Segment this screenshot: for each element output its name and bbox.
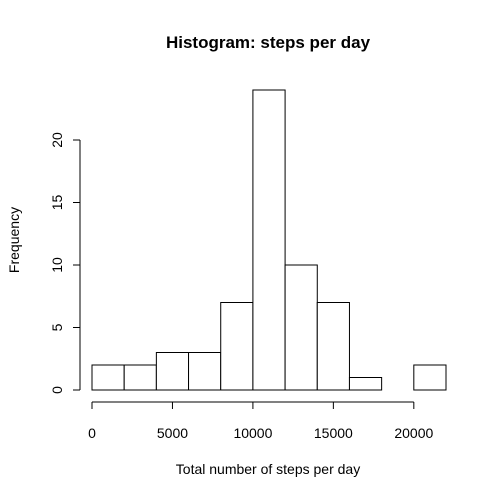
histogram-bar-2 [155, 352, 190, 391]
y-axis: 0 5 10 15 20 [49, 132, 81, 394]
histogram-bar-8 [348, 377, 383, 391]
y-axis-label: Frequency [6, 207, 22, 273]
chart-title: Histogram: steps per day [166, 33, 371, 52]
histogram-bar-0 [91, 364, 125, 391]
y-tick-label-4: 20 [49, 132, 65, 148]
x-tick-label-4: 20000 [394, 425, 433, 441]
histogram-bar-5 [252, 89, 286, 391]
y-tick-label-1: 5 [49, 323, 65, 331]
bars-group [91, 89, 447, 391]
histogram-bar-7 [316, 302, 350, 391]
y-tick-label-3: 15 [49, 195, 65, 211]
histogram-bar-3 [188, 352, 222, 391]
histogram-bar-10 [413, 364, 447, 391]
x-tick-label-0: 0 [88, 425, 96, 441]
x-tick-label-3: 15000 [314, 425, 353, 441]
histogram-bar-1 [123, 364, 157, 391]
x-axis-label: Total number of steps per day [176, 461, 360, 477]
y-tick-label-0: 0 [49, 386, 65, 394]
x-tick-label-2: 10000 [233, 425, 272, 441]
y-tick-label-2: 10 [49, 257, 65, 273]
histogram-bar-6 [284, 264, 318, 391]
x-tick-label-1: 5000 [157, 425, 188, 441]
histogram-bar-4 [220, 302, 254, 391]
x-axis: 0 5000 10000 15000 20000 [88, 401, 433, 441]
